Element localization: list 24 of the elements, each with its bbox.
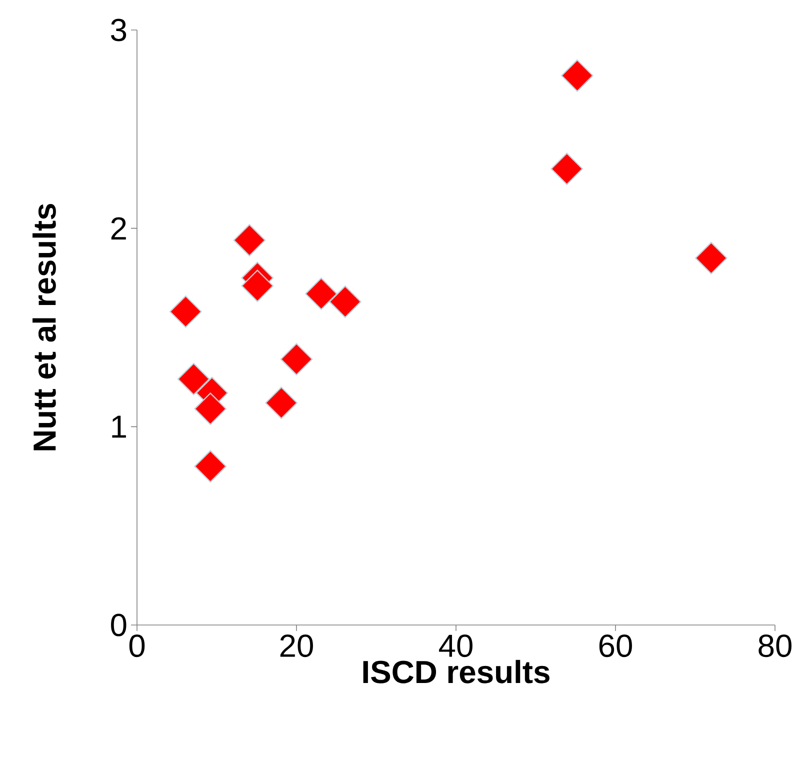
x-tick-label: 0: [129, 634, 145, 658]
y-tick-label: 0: [111, 614, 126, 636]
x-tick-label: 40: [439, 634, 472, 658]
x-tick-label: 80: [758, 634, 792, 658]
y-axis-title: Nutt et al results: [32, 204, 56, 450]
point: [328, 286, 362, 318]
point: [280, 343, 313, 376]
y-tick-label: 3: [110, 18, 126, 42]
y-tick-label: 1: [112, 416, 126, 438]
point: [241, 270, 274, 302]
point: [194, 392, 227, 425]
x-axis-title: ISCD results: [363, 660, 550, 684]
point: [305, 278, 338, 310]
point: [265, 386, 298, 420]
point: [177, 362, 210, 396]
x-tick-label: 60: [599, 634, 632, 658]
point: [561, 59, 594, 92]
point: [169, 295, 202, 328]
point: [194, 450, 227, 482]
x-tick-label: 20: [280, 634, 313, 658]
y-tick-label: 2: [111, 217, 126, 240]
point: [695, 242, 728, 274]
point: [233, 224, 266, 256]
point: [550, 152, 584, 185]
